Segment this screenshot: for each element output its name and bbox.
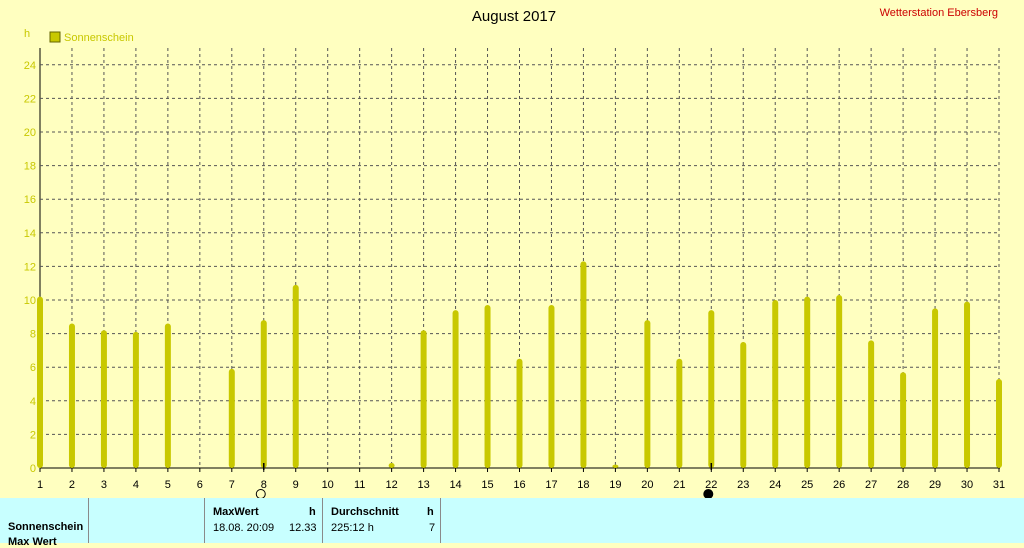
x-tick-label: 25 (801, 479, 813, 491)
bar-day-1 (37, 296, 43, 468)
max-time: 18.08. 20:09 (213, 522, 275, 534)
y-tick-label: 20 (24, 127, 36, 139)
bar-day-27 (868, 340, 875, 468)
x-tick-label: 9 (293, 479, 299, 491)
bar-day-5 (164, 323, 171, 468)
moon-phase-markers (255, 463, 714, 498)
y-tick-label: 24 (24, 60, 36, 72)
stats-panel: Sonnenschein Max Wert MaxWert h 18.08. 2… (0, 498, 1024, 548)
bar-day-29 (932, 308, 939, 468)
avg-value: 7 (429, 522, 436, 534)
new-moon-icon (703, 489, 714, 498)
max-unit: h (309, 506, 316, 518)
x-tick-label: 27 (865, 479, 877, 491)
full-moon-icon (255, 489, 266, 498)
y-tick-label: 4 (30, 396, 36, 408)
x-tick-label: 1 (37, 479, 43, 491)
x-tick-label: 18 (577, 479, 589, 491)
bar-day-25 (804, 296, 811, 468)
bar-day-17 (548, 305, 555, 468)
x-tick-label: 7 (229, 479, 235, 491)
y-tick-label: 12 (24, 261, 36, 273)
x-tick-label: 8 (261, 479, 267, 491)
sunshine-chart: August 2017 Wetterstation Ebersberg h So… (24, 7, 1005, 498)
x-tick-label: 14 (449, 479, 461, 491)
x-tick-label: 26 (833, 479, 845, 491)
x-tick-label: 6 (197, 479, 203, 491)
station-name: Wetterstation Ebersberg (880, 7, 998, 19)
y-tick-label: 2 (30, 429, 36, 441)
x-tick-label: 19 (609, 479, 621, 491)
x-tick-label: 10 (322, 479, 334, 491)
y-tick-label: 16 (24, 194, 36, 206)
max-value: 12.33 (289, 522, 317, 534)
bar-day-19 (612, 464, 619, 468)
bar-day-28 (900, 372, 907, 468)
x-tick-label: 4 (133, 479, 139, 491)
bar-day-18 (580, 261, 587, 468)
y-tick-label: 18 (24, 161, 36, 173)
x-tick-label: 31 (993, 479, 1005, 491)
avg-cell: Durchschnitt h 225:12 h 7 (322, 498, 441, 543)
stats-divider-1 (88, 498, 205, 543)
y-tick-label: 6 (30, 362, 36, 374)
x-tick-label: 21 (673, 479, 685, 491)
bar-day-31 (996, 378, 1002, 468)
bar-day-9 (292, 284, 299, 468)
bar-day-12 (388, 462, 395, 468)
max-cell: MaxWert h 18.08. 20:09 12.33 (204, 498, 323, 543)
avg-unit: h (427, 506, 434, 518)
x-tick-label: 12 (386, 479, 398, 491)
x-tick-label: 29 (929, 479, 941, 491)
y-axis-unit: h (24, 28, 30, 40)
legend-swatch (49, 31, 61, 43)
y-tick-label: 8 (30, 329, 36, 341)
max-header: MaxWert (213, 506, 259, 518)
x-tick-label: 20 (641, 479, 653, 491)
bar-day-16 (516, 358, 523, 468)
x-tick-label: 5 (165, 479, 171, 491)
bar-day-23 (740, 342, 747, 468)
bar-day-15 (484, 305, 491, 468)
avg-header: Durchschnitt (331, 506, 399, 518)
bar-day-3 (100, 330, 107, 468)
x-tick-label: 30 (961, 479, 973, 491)
y-tick-label: 10 (24, 295, 36, 307)
x-tick-label: 16 (513, 479, 525, 491)
avg-total: 225:12 h (331, 522, 374, 534)
bar-day-14 (452, 310, 459, 468)
bar-day-22 (708, 310, 715, 468)
chart-title: August 2017 (472, 8, 556, 25)
x-tick-label: 11 (354, 479, 365, 491)
bar-day-21 (676, 358, 683, 468)
legend-label: Sonnenschein (64, 32, 134, 44)
bar-day-4 (132, 331, 139, 468)
x-tick-label: 13 (417, 479, 429, 491)
bar-day-7 (228, 368, 235, 468)
bars (37, 261, 1002, 468)
bar-day-26 (836, 294, 843, 468)
stats-divider-2 (440, 498, 441, 543)
x-tick-label: 22 (705, 479, 717, 491)
x-tick-label: 24 (769, 479, 781, 491)
bar-day-20 (644, 320, 651, 468)
y-tick-label: 14 (24, 228, 36, 240)
x-tick-label: 2 (69, 479, 75, 491)
bar-day-24 (772, 300, 779, 468)
x-tick-label: 3 (101, 479, 107, 491)
x-tick-label: 23 (737, 479, 749, 491)
x-axis-ticks: 1 2 3 4 5 6 7 8 9 10 11 12 13 14 15 16 17 18 19 20 21 22 23 24 2… (37, 468, 1005, 491)
bar-day-13 (420, 330, 427, 468)
x-tick-label: 15 (481, 479, 493, 491)
bar-day-8 (260, 320, 267, 468)
y-tick-label: 0 (30, 463, 36, 475)
bar-day-2 (68, 323, 75, 468)
x-tick-label: 17 (545, 479, 557, 491)
y-tick-label: 22 (24, 93, 36, 105)
row-label-sunshine: Sonnenschein (8, 521, 84, 533)
bar-day-30 (964, 301, 971, 468)
row-label-maxwert: Max Wert (8, 536, 57, 548)
x-tick-label: 28 (897, 479, 909, 491)
